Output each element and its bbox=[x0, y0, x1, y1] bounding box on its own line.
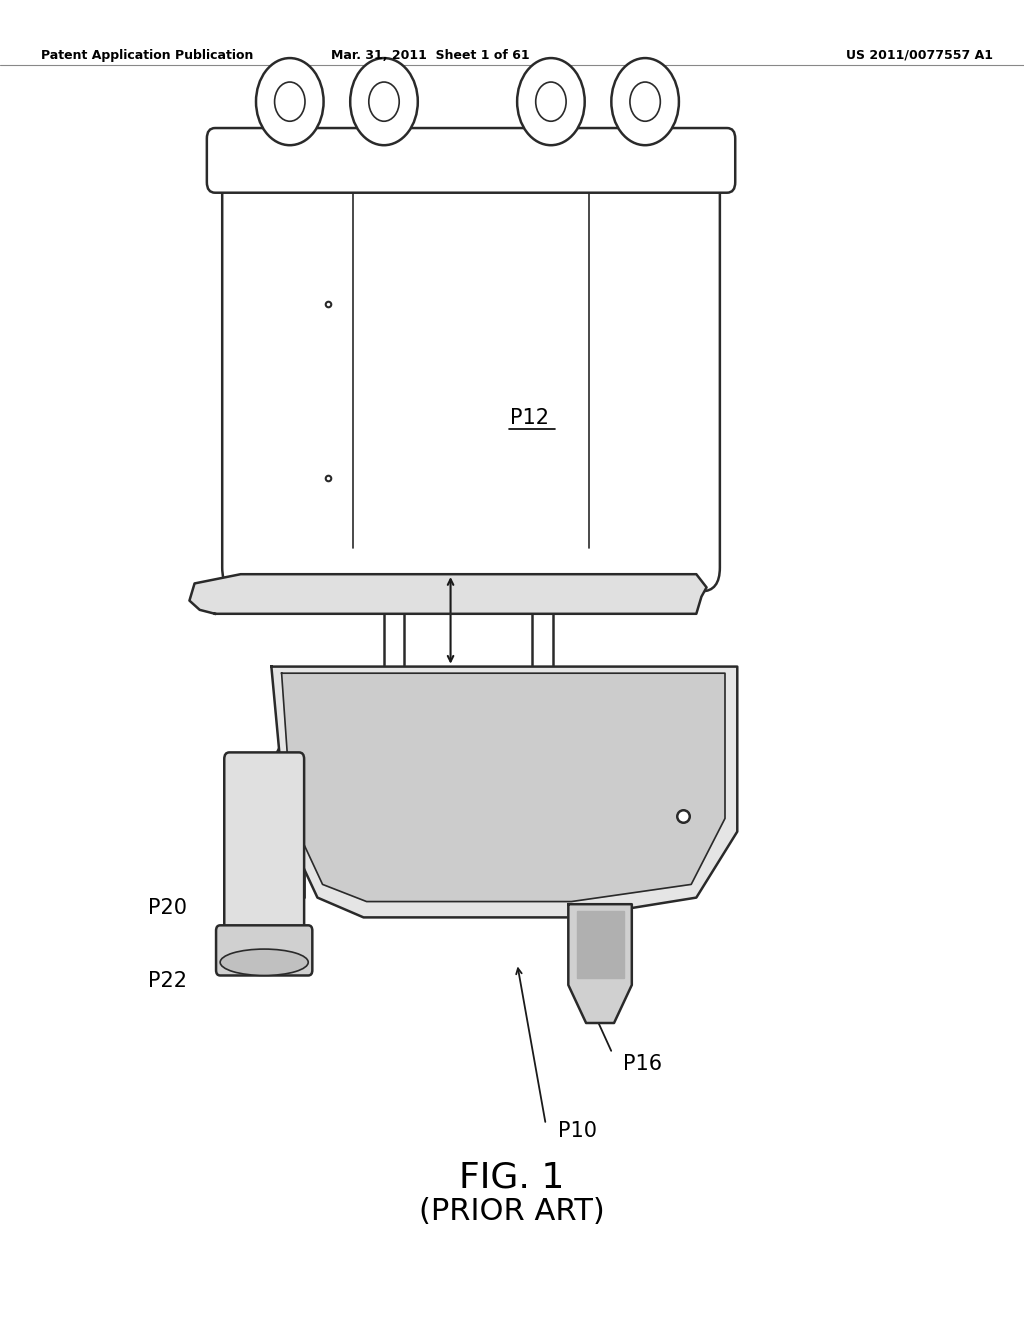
Polygon shape bbox=[282, 673, 725, 902]
Circle shape bbox=[274, 82, 305, 121]
Text: (PRIOR ART): (PRIOR ART) bbox=[419, 1197, 605, 1226]
Polygon shape bbox=[271, 667, 737, 917]
Circle shape bbox=[517, 58, 585, 145]
Text: Patent Application Publication: Patent Application Publication bbox=[41, 49, 253, 62]
Circle shape bbox=[611, 58, 679, 145]
Circle shape bbox=[630, 82, 660, 121]
Text: P22: P22 bbox=[148, 970, 187, 991]
Ellipse shape bbox=[220, 949, 308, 975]
Text: P14: P14 bbox=[473, 735, 512, 756]
Text: P16: P16 bbox=[623, 1053, 662, 1074]
Text: P20: P20 bbox=[148, 898, 187, 919]
Circle shape bbox=[536, 82, 566, 121]
Circle shape bbox=[369, 82, 399, 121]
FancyBboxPatch shape bbox=[222, 141, 720, 591]
FancyBboxPatch shape bbox=[224, 752, 304, 948]
Text: P10: P10 bbox=[558, 1121, 597, 1142]
Text: FIG. 1: FIG. 1 bbox=[460, 1160, 564, 1195]
Text: US 2011/0077557 A1: US 2011/0077557 A1 bbox=[846, 49, 993, 62]
Polygon shape bbox=[568, 904, 632, 1023]
Text: P12: P12 bbox=[510, 408, 549, 429]
Circle shape bbox=[350, 58, 418, 145]
Polygon shape bbox=[577, 911, 624, 978]
Text: Mar. 31, 2011  Sheet 1 of 61: Mar. 31, 2011 Sheet 1 of 61 bbox=[331, 49, 529, 62]
Polygon shape bbox=[189, 574, 707, 614]
FancyBboxPatch shape bbox=[216, 925, 312, 975]
Circle shape bbox=[256, 58, 324, 145]
FancyBboxPatch shape bbox=[207, 128, 735, 193]
